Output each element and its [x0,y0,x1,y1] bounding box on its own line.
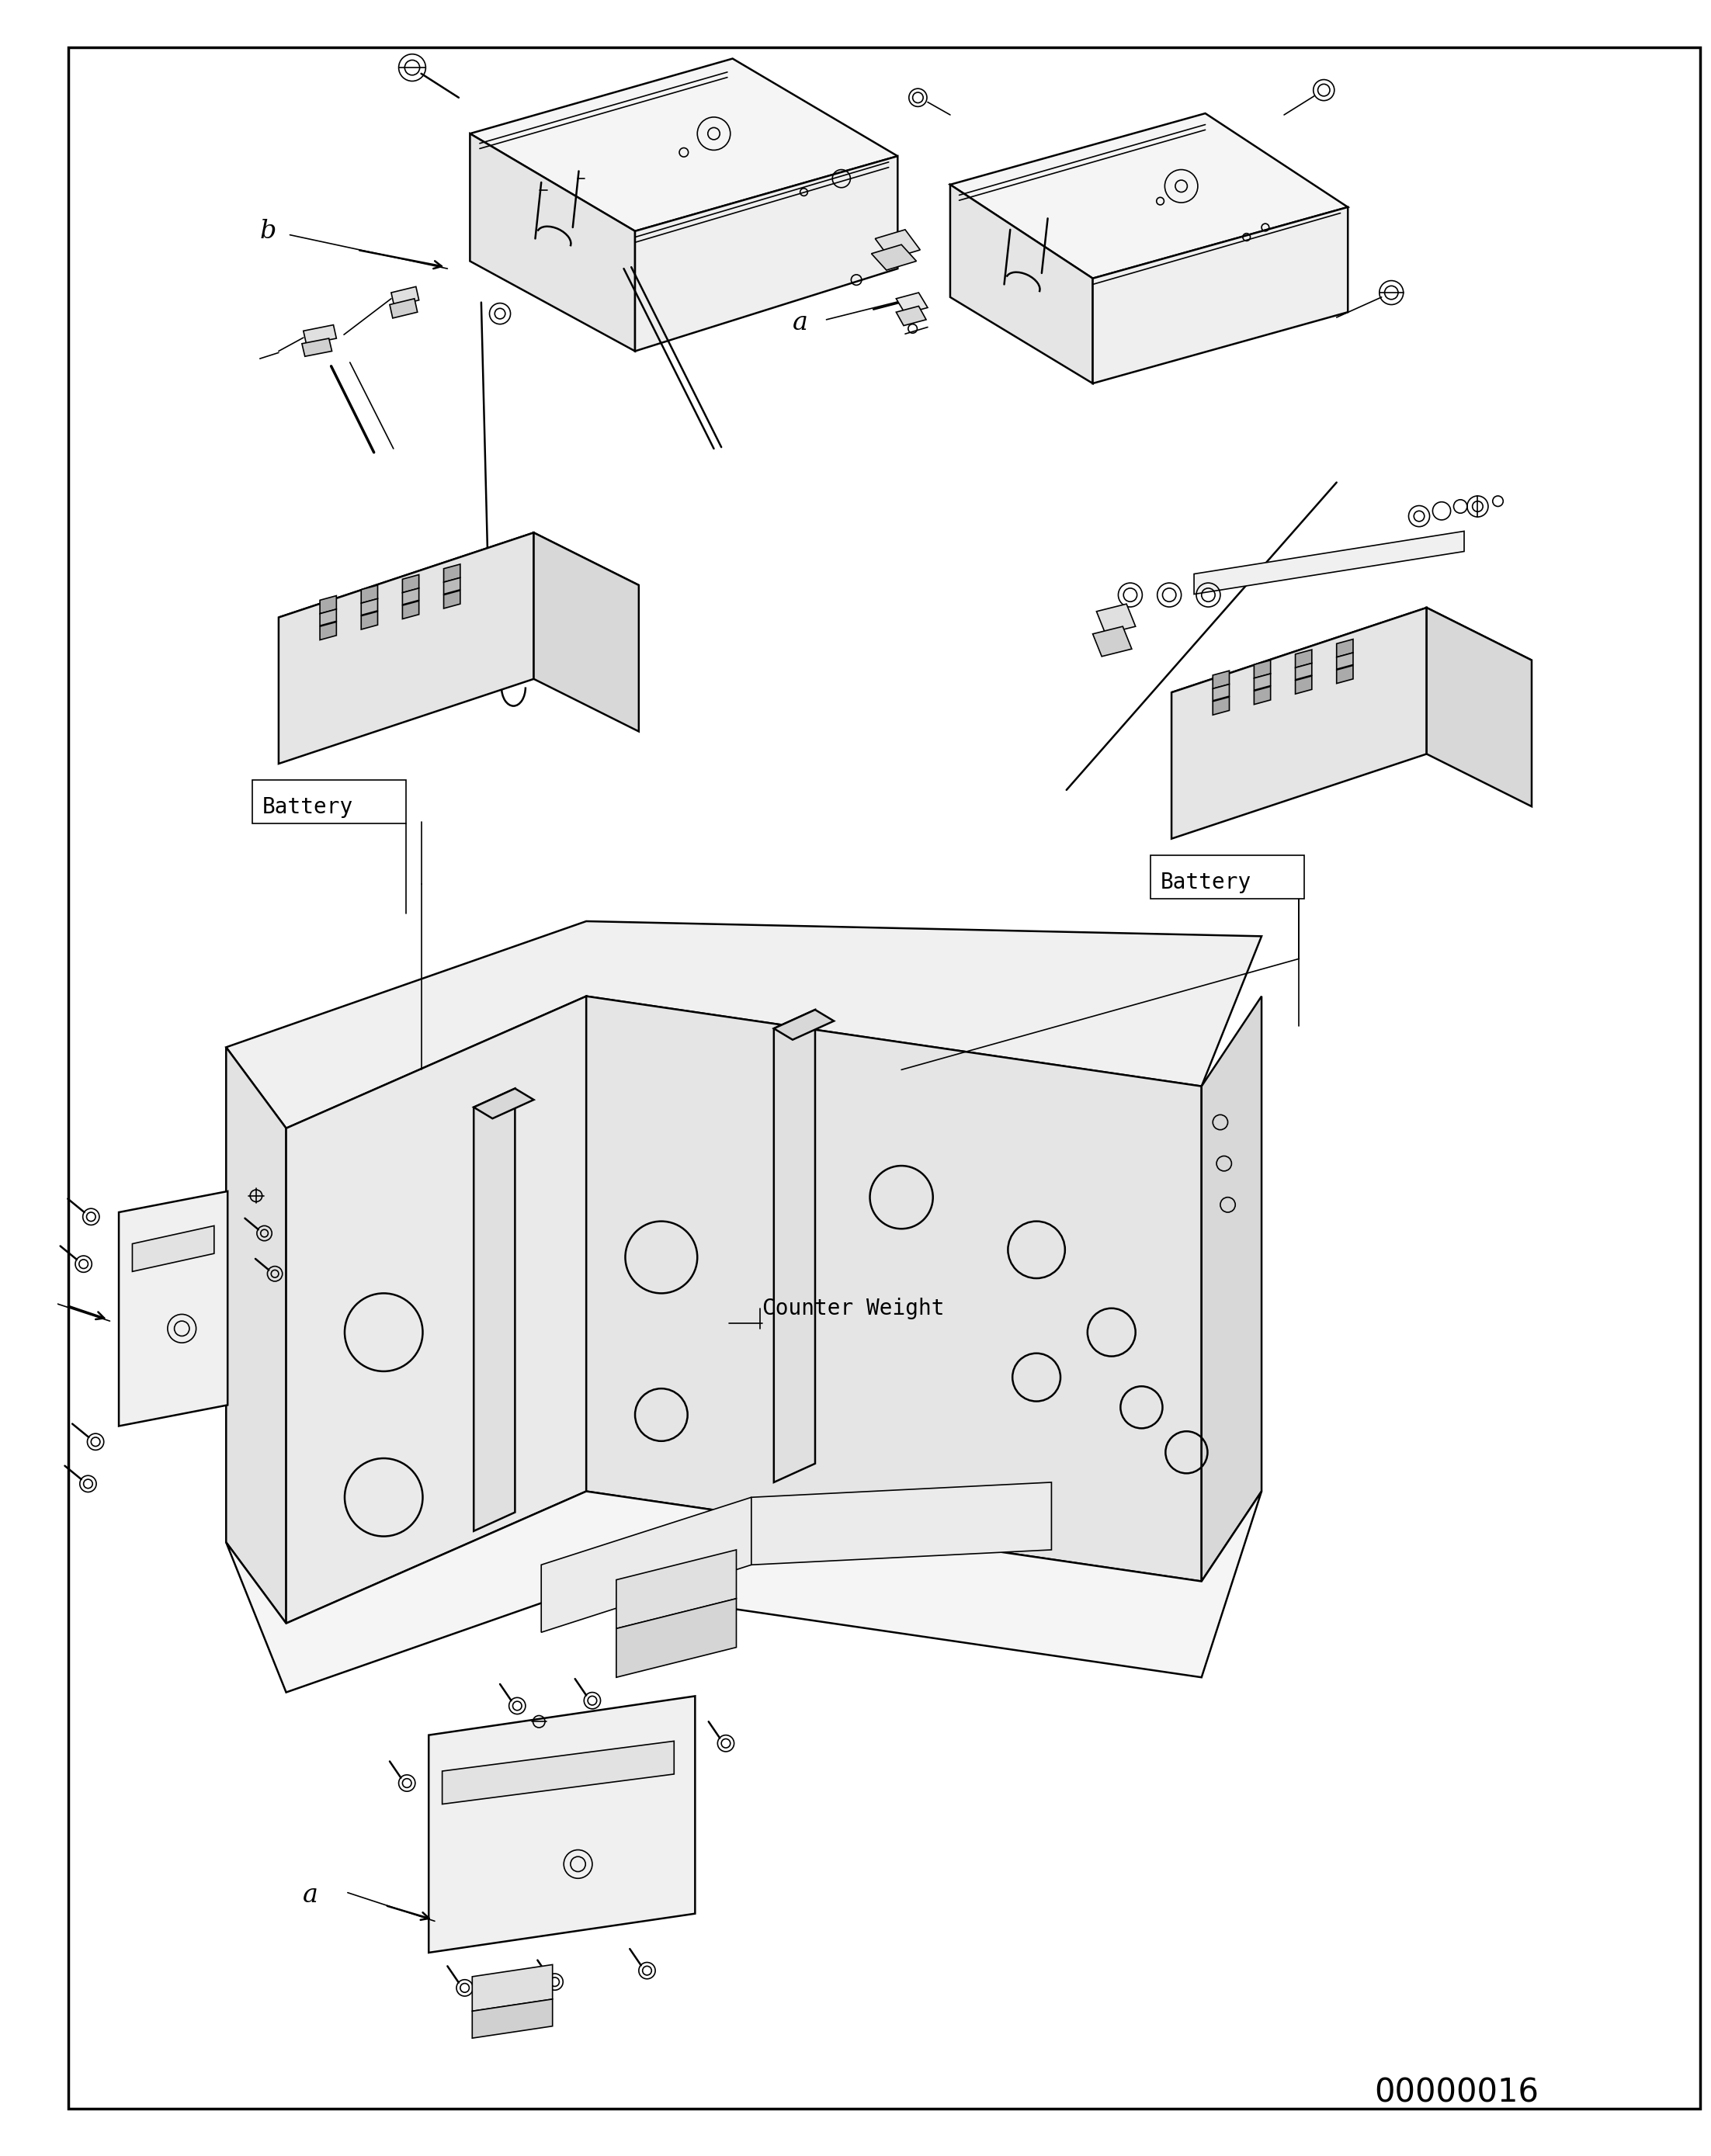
Text: Battery: Battery [262,796,352,817]
Polygon shape [1213,683,1228,701]
Polygon shape [361,584,378,604]
Polygon shape [1213,696,1228,716]
Polygon shape [751,1483,1052,1565]
Text: a: a [303,1882,318,1908]
Polygon shape [118,1192,228,1425]
Polygon shape [402,602,419,619]
Polygon shape [1254,673,1271,690]
Polygon shape [390,300,417,319]
Polygon shape [1172,608,1427,839]
Polygon shape [1254,660,1271,679]
Polygon shape [1254,686,1271,705]
Polygon shape [1201,996,1261,1580]
Text: Battery: Battery [1160,871,1251,893]
Polygon shape [1295,664,1312,679]
Polygon shape [897,306,926,326]
Polygon shape [361,612,378,630]
Polygon shape [534,533,638,731]
Polygon shape [279,533,534,763]
Polygon shape [874,231,921,259]
Polygon shape [1093,627,1131,655]
Polygon shape [1336,638,1353,658]
Polygon shape [279,533,638,671]
Polygon shape [1172,608,1531,746]
Polygon shape [361,599,378,614]
Polygon shape [616,1550,736,1628]
Polygon shape [474,1089,534,1119]
Text: a: a [792,310,808,334]
Polygon shape [1213,671,1228,688]
Polygon shape [320,621,337,640]
Polygon shape [392,287,419,306]
Polygon shape [443,578,460,595]
Text: Counter Weight: Counter Weight [763,1298,944,1319]
Polygon shape [773,1009,833,1039]
Text: 00000016: 00000016 [1374,2076,1538,2109]
Text: b: b [260,218,277,244]
Polygon shape [402,576,419,593]
Polygon shape [635,155,898,351]
Polygon shape [1194,530,1465,595]
Polygon shape [303,326,337,345]
Polygon shape [1097,604,1136,634]
Polygon shape [950,114,1348,278]
Polygon shape [471,134,635,351]
Polygon shape [301,338,332,356]
Polygon shape [402,589,419,604]
Bar [1150,856,1304,899]
Polygon shape [320,610,337,625]
Polygon shape [132,1227,214,1272]
Polygon shape [871,244,917,270]
Polygon shape [950,185,1093,384]
Polygon shape [1427,608,1531,806]
Polygon shape [587,996,1201,1580]
Polygon shape [441,1742,674,1805]
Polygon shape [1093,207,1348,384]
Polygon shape [286,996,587,1623]
Bar [253,780,406,824]
Polygon shape [320,595,337,614]
Polygon shape [429,1697,695,1953]
Polygon shape [226,1048,286,1623]
Polygon shape [472,1964,553,2012]
Polygon shape [226,1492,1261,1692]
Polygon shape [474,1089,515,1531]
Polygon shape [443,565,460,582]
Polygon shape [1295,677,1312,694]
Polygon shape [1295,649,1312,668]
Polygon shape [541,1496,751,1632]
Polygon shape [226,921,1261,1128]
Polygon shape [897,293,927,313]
Polygon shape [1336,653,1353,668]
Polygon shape [616,1598,736,1677]
Polygon shape [773,1009,814,1483]
Polygon shape [1336,666,1353,683]
Polygon shape [471,58,898,231]
Polygon shape [443,591,460,608]
Polygon shape [472,1999,553,2037]
